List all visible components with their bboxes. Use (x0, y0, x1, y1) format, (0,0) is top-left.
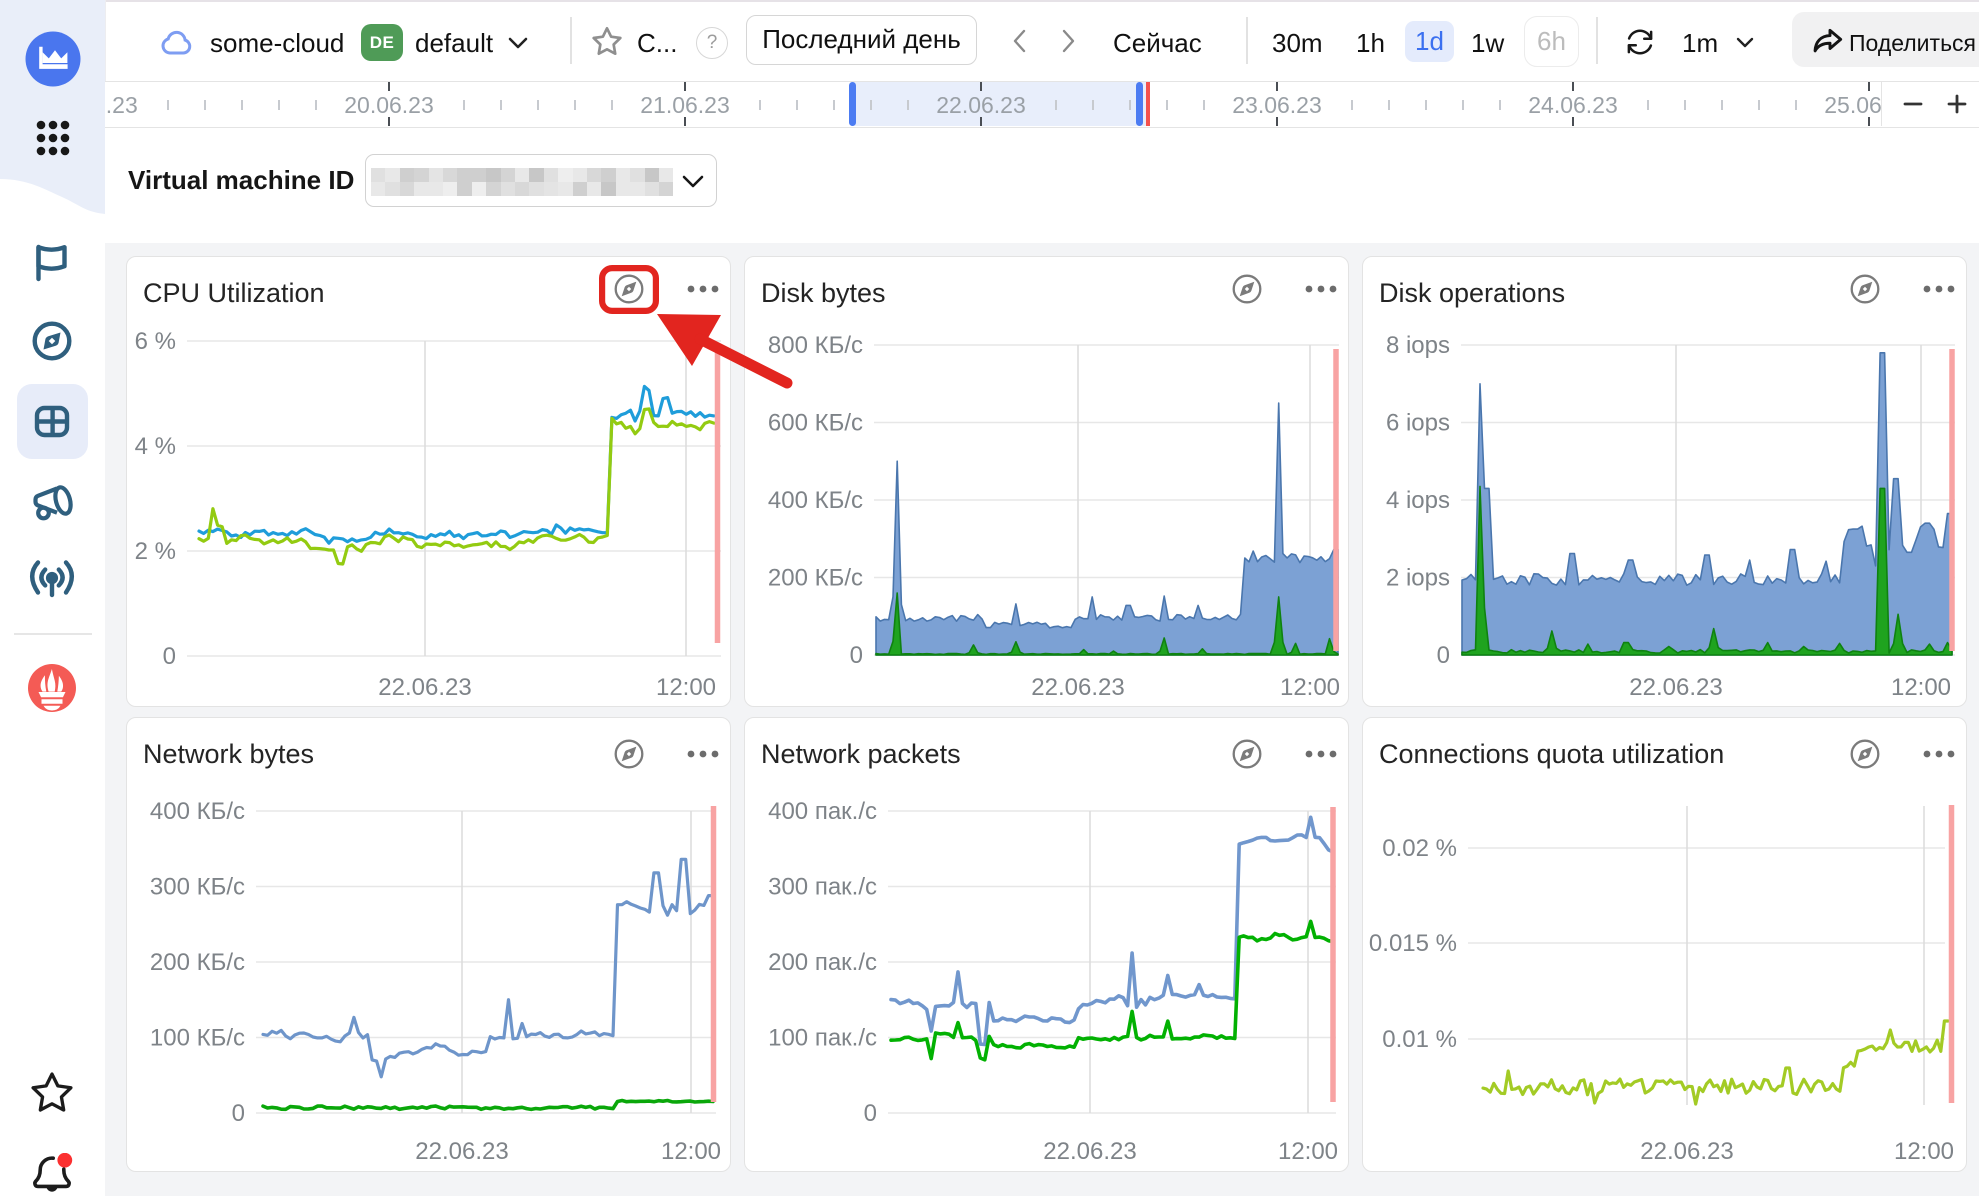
svg-text:300 пак./с: 300 пак./с (768, 874, 877, 901)
svg-text:22.06.23: 22.06.23 (1629, 674, 1722, 701)
svg-text:200 пак./с: 200 пак./с (768, 949, 877, 976)
svg-text:0.015 %: 0.015 % (1369, 930, 1457, 957)
svg-text:100 КБ/с: 100 КБ/с (150, 1025, 245, 1052)
svg-text:0: 0 (850, 642, 863, 669)
svg-text:12:00: 12:00 (1280, 674, 1340, 701)
svg-text:400 КБ/с: 400 КБ/с (150, 798, 245, 825)
svg-text:22.06.23: 22.06.23 (1043, 1138, 1136, 1165)
svg-text:2 %: 2 % (135, 538, 176, 565)
svg-text:0: 0 (1437, 642, 1450, 669)
svg-text:12:00: 12:00 (656, 674, 716, 701)
svg-text:22.06.23: 22.06.23 (415, 1138, 508, 1165)
svg-text:400 КБ/с: 400 КБ/с (768, 487, 863, 514)
svg-text:12:00: 12:00 (1278, 1138, 1338, 1165)
svg-text:4 iops: 4 iops (1386, 487, 1450, 514)
svg-text:0.01 %: 0.01 % (1382, 1026, 1457, 1053)
svg-text:4 %: 4 % (135, 433, 176, 460)
svg-text:200 КБ/с: 200 КБ/с (150, 949, 245, 976)
svg-text:2 iops: 2 iops (1386, 565, 1450, 592)
svg-text:0: 0 (232, 1100, 245, 1127)
svg-text:0: 0 (864, 1100, 877, 1127)
svg-text:600 КБ/с: 600 КБ/с (768, 410, 863, 437)
svg-text:100 пак./с: 100 пак./с (768, 1025, 877, 1052)
svg-text:22.06.23: 22.06.23 (1031, 674, 1124, 701)
svg-text:22.06.23: 22.06.23 (378, 674, 471, 701)
svg-text:8 iops: 8 iops (1386, 332, 1450, 359)
svg-text:22.06.23: 22.06.23 (1640, 1138, 1733, 1165)
svg-text:800 КБ/с: 800 КБ/с (768, 332, 863, 359)
svg-text:12:00: 12:00 (1894, 1138, 1954, 1165)
svg-text:300 КБ/с: 300 КБ/с (150, 874, 245, 901)
svg-text:400 пак./с: 400 пак./с (768, 798, 877, 825)
svg-text:0: 0 (163, 643, 176, 670)
svg-text:0.02 %: 0.02 % (1382, 835, 1457, 862)
svg-text:12:00: 12:00 (1891, 674, 1951, 701)
svg-text:12:00: 12:00 (661, 1138, 721, 1165)
svg-text:200 КБ/с: 200 КБ/с (768, 565, 863, 592)
svg-text:6 iops: 6 iops (1386, 410, 1450, 437)
svg-text:6 %: 6 % (135, 328, 176, 355)
